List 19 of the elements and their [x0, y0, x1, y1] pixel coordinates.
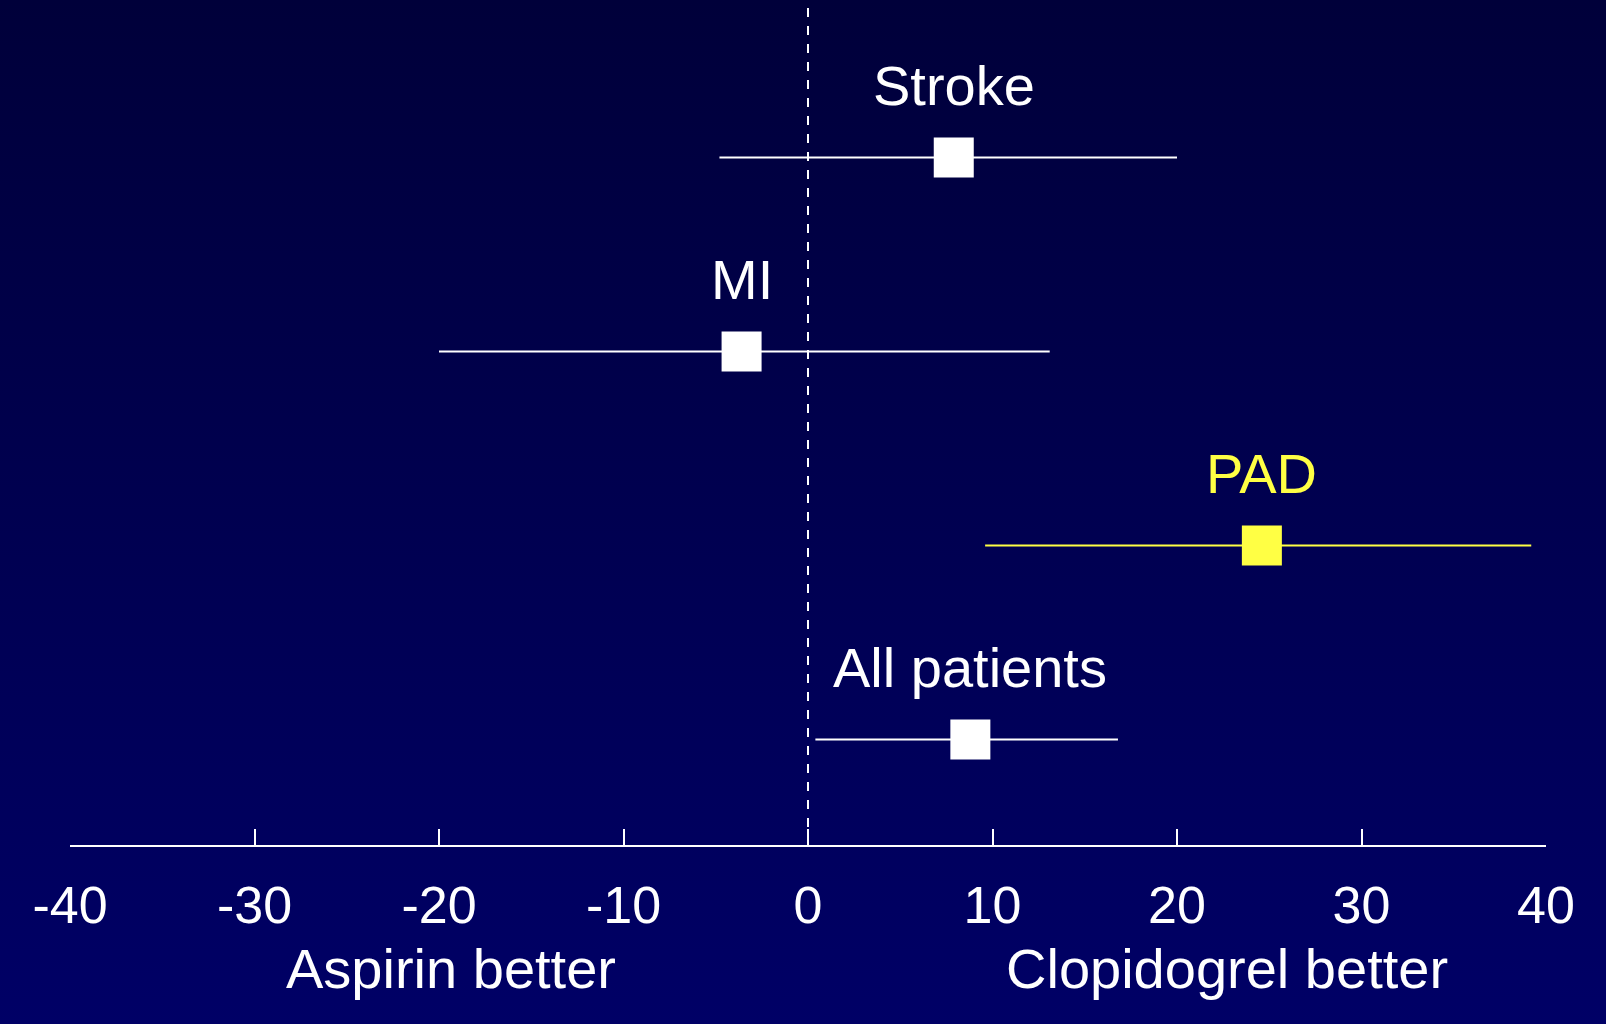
x-tick-label: -10 — [585, 876, 662, 935]
x-tick-label: -40 — [32, 876, 108, 935]
annotation: All patients — [833, 636, 1107, 699]
x-tick-label: 0 — [793, 876, 823, 935]
text: Aspirin better — [286, 937, 616, 1000]
point — [933, 137, 974, 178]
annotation: MI — [711, 248, 774, 311]
point — [721, 331, 762, 372]
x-tick-label: 30 — [1332, 876, 1391, 935]
x-tick-label: 40 — [1517, 876, 1575, 935]
annotation: PAD — [1206, 442, 1317, 505]
x-tick-label: -20 — [401, 876, 477, 935]
x-tick-label: 10 — [963, 876, 1022, 935]
annotation: Stroke — [873, 54, 1035, 117]
x-tick-label: -30 — [216, 876, 293, 935]
point — [1241, 525, 1282, 566]
point — [950, 719, 991, 760]
text: Clopidogrel better — [1006, 937, 1449, 1000]
x-tick-label: 20 — [1148, 876, 1206, 935]
